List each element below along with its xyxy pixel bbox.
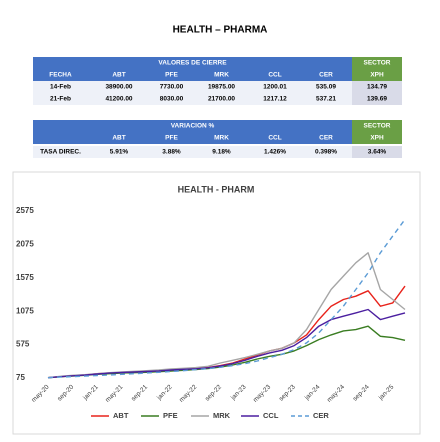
cell-text: MRK [214,72,229,79]
cell-text: FECHA [49,72,72,79]
y-tick-label: 2575 [16,206,34,215]
y-tick-label: 75 [16,373,25,382]
cell-text: PFE [165,135,178,142]
cell-text: 1217.12 [263,96,287,103]
series-line [47,308,406,379]
page-title: HEALTH – PHARMA [173,25,268,36]
legend-label: CCL [263,411,279,420]
cell-text: ABT [112,72,125,79]
row-bg [33,81,352,93]
cell-text: 537.21 [316,96,336,103]
cell-text: 8030.00 [160,96,184,103]
cell-text: 7730.00 [160,84,184,91]
cell-text: XPH [370,72,384,79]
cell-text: 14-Feb [50,84,71,91]
row-bg [33,93,352,105]
cell-text: 38900.00 [105,84,132,91]
cell-text: PFE [165,72,178,79]
cell-text: CER [319,72,333,79]
series-line [47,218,406,379]
cell-text: SECTOR [364,123,391,130]
cell-text: 1200.01 [263,84,287,91]
cell-text: 19875.00 [208,84,235,91]
legend-label: PFE [163,411,178,420]
cell-text: 134.79 [367,84,387,91]
cell-text: 21700.00 [208,96,235,103]
cell-text: 1.426% [264,149,286,156]
y-tick-label: 1075 [16,306,34,315]
xph-bg [352,93,402,105]
cell-text: XPH [370,135,384,142]
cell-text: 5.91% [110,149,129,156]
cell-text: CCL [268,72,281,79]
sector-cell [352,120,402,144]
cell-text: 9.18% [212,149,231,156]
xph-bg [352,81,402,93]
cell-text: MRK [214,135,229,142]
chart-frame [12,171,421,435]
legend-label: ABT [113,411,129,420]
cell-text: SECTOR [364,60,391,67]
cell-text: ABT [112,135,125,142]
legend-label: CER [313,411,329,420]
cell-text: 21-Feb [50,96,71,103]
y-tick-label: 575 [16,340,30,349]
sector-cell [352,57,402,81]
cell-text: 3.88% [162,149,181,156]
y-tick-label: 2075 [16,240,34,249]
cell-text: CER [319,135,333,142]
header-cell [33,120,352,144]
xph-bg [352,146,402,158]
cell-text: 139.69 [367,96,387,103]
cell-text: 41200.00 [105,96,132,103]
cell-text: VARIACION % [171,123,215,130]
cell-text: 535.09 [316,84,336,91]
y-tick-label: 1575 [16,273,34,282]
row-bg [33,146,352,158]
cell-text: VALORES DE CIERRE [158,60,227,67]
cell-text: CCL [268,135,281,142]
legend-label: MRK [213,411,231,420]
cell-text: 3.64% [368,149,387,156]
header-cell [33,57,352,81]
chart-title: HEALTH - PHARM [178,184,255,194]
cell-text: 0.398% [315,149,337,156]
cell-text: TASA DIREC. [40,149,81,156]
